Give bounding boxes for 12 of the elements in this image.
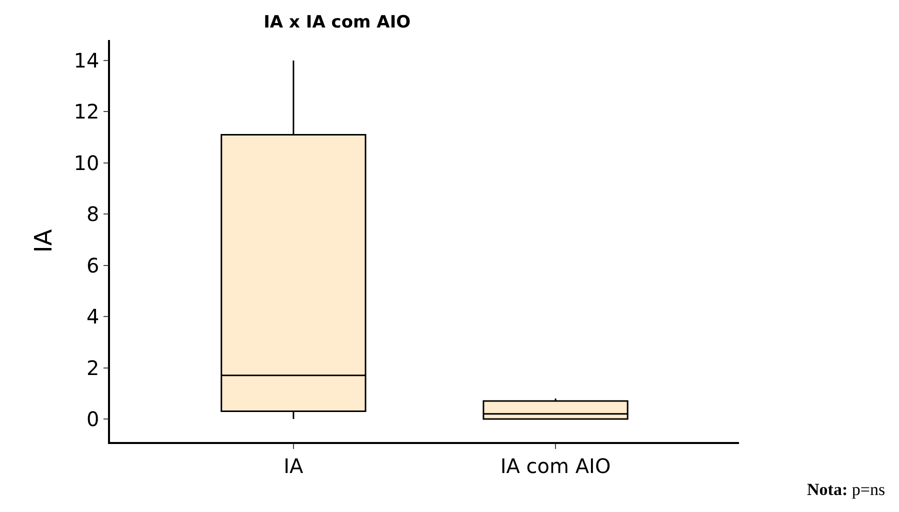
y-tick-label: 8 bbox=[86, 202, 100, 226]
text: Nota: p=ns bbox=[807, 480, 886, 499]
y-axis-title: IA bbox=[29, 228, 58, 253]
y-tick-label: 14 bbox=[74, 48, 100, 72]
y-tick-label: 4 bbox=[86, 304, 100, 329]
x-tick-label: IA com AIO bbox=[500, 454, 611, 478]
y-tick-label: 6 bbox=[86, 253, 100, 278]
y-tick-label: 0 bbox=[86, 406, 100, 431]
y-tick-label: 10 bbox=[74, 150, 100, 175]
y-tick-label: 12 bbox=[74, 100, 100, 124]
chart-title: IA x IA com AIO bbox=[264, 12, 411, 32]
y-tick-label: 2 bbox=[86, 356, 100, 380]
